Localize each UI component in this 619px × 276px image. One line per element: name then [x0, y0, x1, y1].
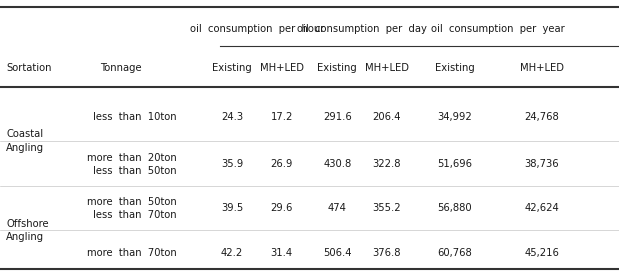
- Text: 60,768: 60,768: [438, 248, 472, 258]
- Text: 38,736: 38,736: [524, 159, 559, 169]
- Text: 42.2: 42.2: [221, 248, 243, 258]
- Text: more  than  20ton
less  than  50ton: more than 20ton less than 50ton: [87, 153, 176, 176]
- Text: 506.4: 506.4: [323, 248, 352, 258]
- Text: oil  consumption  per  hour: oil consumption per hour: [189, 24, 324, 34]
- Text: 34,992: 34,992: [438, 112, 472, 122]
- Text: MH+LED: MH+LED: [259, 63, 304, 73]
- Text: Sortation: Sortation: [6, 63, 52, 73]
- Text: 56,880: 56,880: [438, 203, 472, 213]
- Text: Existing: Existing: [212, 63, 252, 73]
- Text: 355.2: 355.2: [373, 203, 401, 213]
- Text: Offshore
Angling: Offshore Angling: [6, 219, 49, 242]
- Text: more  than  50ton
less  than  70ton: more than 50ton less than 70ton: [87, 197, 176, 220]
- Text: more  than  70ton: more than 70ton: [87, 248, 176, 258]
- Text: 17.2: 17.2: [271, 112, 293, 122]
- Text: less  than  10ton: less than 10ton: [93, 112, 176, 122]
- Text: oil  consumption  per  day: oil consumption per day: [297, 24, 427, 34]
- Text: 29.6: 29.6: [271, 203, 293, 213]
- Text: 24.3: 24.3: [221, 112, 243, 122]
- Text: 474: 474: [328, 203, 347, 213]
- Text: 45,216: 45,216: [524, 248, 559, 258]
- Text: Existing: Existing: [318, 63, 357, 73]
- Text: 35.9: 35.9: [221, 159, 243, 169]
- Text: 51,696: 51,696: [438, 159, 472, 169]
- Text: MH+LED: MH+LED: [519, 63, 564, 73]
- Text: 24,768: 24,768: [524, 112, 559, 122]
- Text: oil  consumption  per  year: oil consumption per year: [431, 24, 565, 34]
- Text: 42,624: 42,624: [524, 203, 559, 213]
- Text: 206.4: 206.4: [373, 112, 401, 122]
- Text: 322.8: 322.8: [373, 159, 401, 169]
- Text: 26.9: 26.9: [271, 159, 293, 169]
- Text: 376.8: 376.8: [373, 248, 401, 258]
- Text: 39.5: 39.5: [221, 203, 243, 213]
- Text: 430.8: 430.8: [323, 159, 352, 169]
- Text: Tonnage: Tonnage: [100, 63, 142, 73]
- Text: Existing: Existing: [435, 63, 475, 73]
- Text: Coastal
Angling: Coastal Angling: [6, 129, 45, 153]
- Text: MH+LED: MH+LED: [365, 63, 409, 73]
- Text: 291.6: 291.6: [323, 112, 352, 122]
- Text: 31.4: 31.4: [271, 248, 293, 258]
